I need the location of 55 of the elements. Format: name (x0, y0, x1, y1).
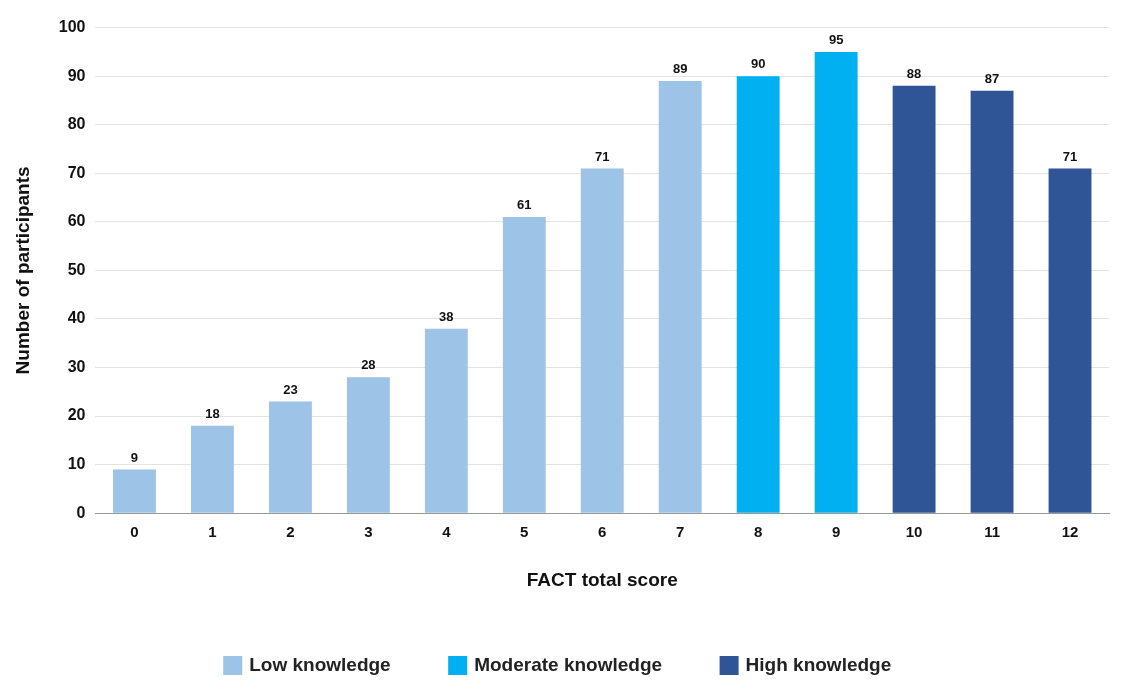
y-tick-label: 0 (76, 503, 86, 521)
bar (970, 90, 1014, 513)
data-label: 71 (1062, 148, 1078, 164)
data-label: 38 (439, 308, 454, 324)
data-label: 9 (130, 449, 139, 465)
x-tick-label: 1 (208, 522, 217, 540)
data-label: 89 (672, 61, 688, 77)
legend-label: High knowledge (745, 653, 892, 675)
bar (658, 81, 702, 513)
data-label: 90 (750, 56, 766, 72)
bar (580, 168, 624, 513)
bar (346, 377, 390, 513)
x-tick-label: 6 (598, 522, 607, 540)
bar (113, 469, 156, 513)
data-label: 71 (595, 148, 610, 164)
y-tick-label: 10 (67, 455, 86, 473)
bar (424, 328, 468, 513)
x-tick-label: 12 (1061, 522, 1079, 540)
x-tick-label: 3 (364, 522, 373, 540)
x-tick-label: 8 (754, 522, 763, 540)
data-label: 18 (205, 405, 220, 421)
data-label: 61 (517, 197, 532, 213)
y-tick-label: 50 (67, 260, 86, 278)
y-tick-label: 60 (67, 212, 86, 230)
data-label: 88 (906, 65, 922, 81)
bar (892, 85, 936, 513)
data-label: 23 (283, 381, 298, 397)
legend-label: Low knowledge (249, 653, 391, 675)
x-tick-label: 0 (130, 522, 139, 540)
bar (502, 216, 546, 513)
y-tick-label: 20 (67, 406, 86, 424)
legend-label: Moderate knowledge (474, 653, 663, 675)
x-axis-title: FACT total score (526, 568, 678, 590)
data-label: 95 (828, 31, 844, 47)
y-tick-label: 30 (67, 357, 86, 375)
bar (268, 401, 312, 513)
x-tick-label: 11 (984, 522, 1000, 540)
bar (1048, 168, 1092, 513)
y-tick-label: 100 (58, 18, 86, 36)
bar (191, 425, 234, 513)
bar (736, 76, 780, 513)
bar (814, 51, 858, 513)
x-tick-label: 2 (286, 522, 295, 540)
x-tick-label: 5 (520, 522, 529, 540)
data-label: 28 (361, 357, 376, 373)
x-tick-label: 4 (442, 522, 452, 540)
y-axis-title: Number of participants (11, 166, 33, 375)
y-tick-label: 90 (67, 66, 86, 84)
x-tick-label: 9 (831, 522, 841, 540)
y-tick-label: 80 (67, 115, 86, 133)
data-label: 87 (984, 70, 1000, 86)
x-tick-label: 10 (905, 522, 923, 540)
y-tick-label: 40 (67, 309, 86, 327)
y-tick-label: 70 (67, 163, 86, 181)
x-tick-label: 7 (676, 522, 685, 540)
